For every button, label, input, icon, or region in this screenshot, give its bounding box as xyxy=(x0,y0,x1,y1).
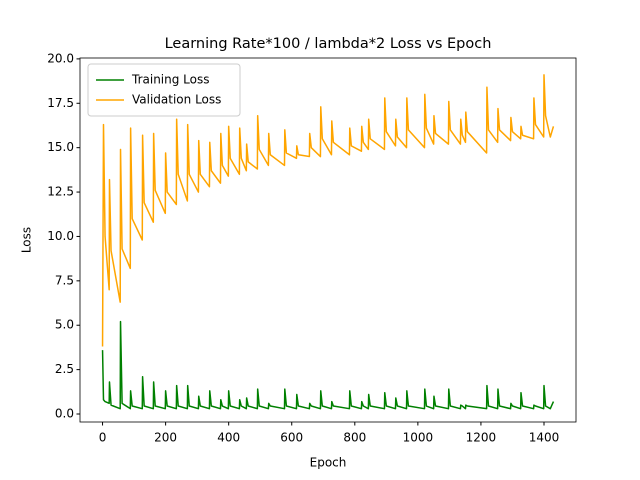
x-tick-label: 200 xyxy=(154,431,177,445)
legend-box xyxy=(87,63,241,117)
y-tick-label: 20.0 xyxy=(47,51,74,65)
y-tick-label: 10.0 xyxy=(47,229,74,243)
y-tick-label: 12.5 xyxy=(47,185,74,199)
x-tick-label: 400 xyxy=(217,431,240,445)
legend-label: Validation Loss xyxy=(132,93,221,107)
x-tick-label: 0 xyxy=(99,431,107,445)
x-tick-label: 1400 xyxy=(529,431,560,445)
y-tick-label: 2.5 xyxy=(55,362,74,376)
y-axis-label: Loss xyxy=(20,227,34,253)
y-tick-label: 15.0 xyxy=(47,140,74,154)
axes-frame xyxy=(79,57,577,423)
x-tick-label: 1200 xyxy=(466,431,497,445)
series-line xyxy=(101,320,555,410)
y-tick-label: 5.0 xyxy=(55,318,74,332)
x-axis-label: Epoch xyxy=(310,456,347,470)
x-tick-label: 800 xyxy=(343,431,366,445)
x-tick-label: 600 xyxy=(280,431,303,445)
y-tick-label: 17.5 xyxy=(47,96,74,110)
y-tick-label: 0.0 xyxy=(55,407,74,421)
legend-label: Training Loss xyxy=(131,73,209,87)
x-tick-label: 1000 xyxy=(403,431,434,445)
chart-title: Learning Rate*100 / lambda*2 Loss vs Epo… xyxy=(165,36,492,52)
y-tick-label: 7.5 xyxy=(55,273,74,287)
series-line xyxy=(101,74,555,347)
